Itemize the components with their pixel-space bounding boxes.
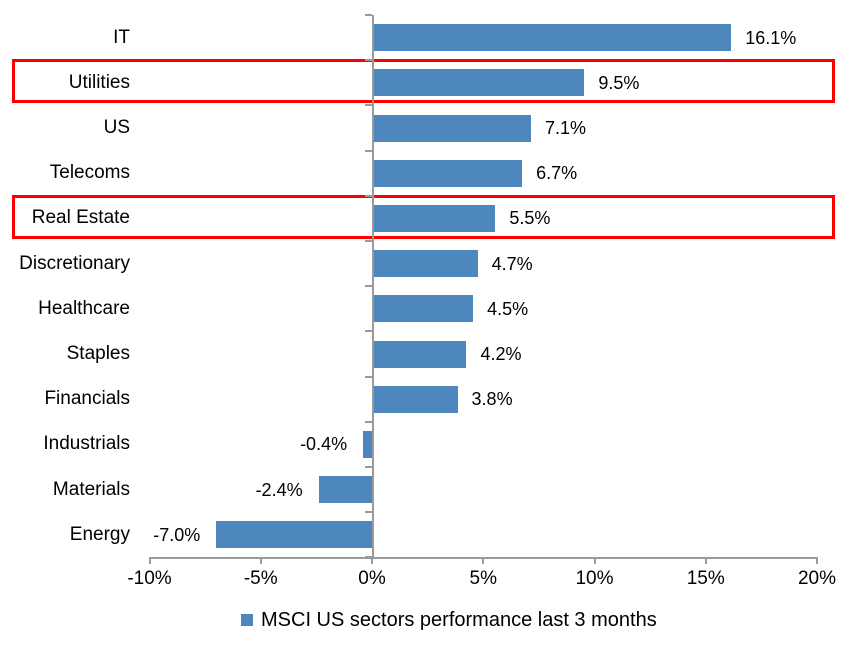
value-label: 4.2% [480,344,522,364]
category-label: Discretionary [19,252,130,274]
value-label: 5.5% [509,208,551,229]
x-tick-label: 0% [358,568,386,590]
x-tick-label: -10% [127,568,172,590]
x-tick-label: 5% [469,568,497,590]
y-axis-line [372,15,374,558]
y-axis-tick [365,285,372,288]
bar [373,159,523,187]
y-axis-tick [365,104,372,107]
bar [363,430,372,458]
legend-label: MSCI US sectors performance last 3 month… [261,609,657,631]
y-axis-tick [365,240,372,242]
x-axis-tick [482,557,485,565]
x-tick-label: 20% [797,568,837,590]
category-label: Financials [44,388,130,410]
category-label: Industrials [43,433,130,455]
bar [373,69,585,97]
bar [373,24,732,52]
category-label: Energy [69,523,130,545]
x-tick-label: 10% [575,568,614,590]
legend-marker-icon [241,614,253,626]
y-axis-tick [365,14,372,16]
value-label: 16.1% [745,27,797,48]
y-axis-tick [365,59,372,62]
y-axis-tick [365,194,372,197]
y-axis-tick [365,375,372,378]
y-axis-tick [365,466,372,468]
x-axis-tick [593,557,596,565]
value-label: -0.4% [300,434,348,455]
category-label: Real Estate [31,207,130,229]
bar [373,385,458,413]
x-axis-tick [704,557,707,565]
category-label: IT [113,26,130,48]
bar [373,250,478,278]
y-axis-tick [365,330,372,333]
value-label: 3.8% [471,389,513,410]
value-label: 6.7% [536,163,578,184]
bar [373,114,531,142]
y-axis-tick [365,149,372,152]
bar [373,295,474,323]
x-axis-tick [259,557,262,565]
value-label: -2.4% [255,479,303,500]
highlight-box [12,194,835,239]
bar [373,340,467,368]
category-label: Staples [66,343,130,364]
bar [318,476,372,504]
bar [216,521,372,549]
value-label: 4.7% [491,253,533,274]
bar [373,204,496,232]
x-axis-tick [148,557,151,565]
category-label: US [103,117,130,138]
x-tick-label: 15% [686,568,725,590]
category-label: Healthcare [38,297,130,319]
legend: MSCI US sectors performance last 3 month… [241,608,657,632]
category-label: Telecoms [49,162,130,184]
y-axis-tick [365,420,372,423]
x-axis-tick [371,557,373,565]
value-label: -7.0% [153,524,201,545]
value-label: 4.5% [487,298,529,319]
x-axis-tick [816,557,818,565]
y-axis-tick [365,511,372,514]
category-label: Materials [52,478,130,500]
x-tick-label: -5% [243,568,278,590]
value-label: 9.5% [598,72,640,93]
highlight-box [12,59,835,104]
value-label: 7.1% [544,118,586,138]
category-label: Utilities [68,71,130,93]
